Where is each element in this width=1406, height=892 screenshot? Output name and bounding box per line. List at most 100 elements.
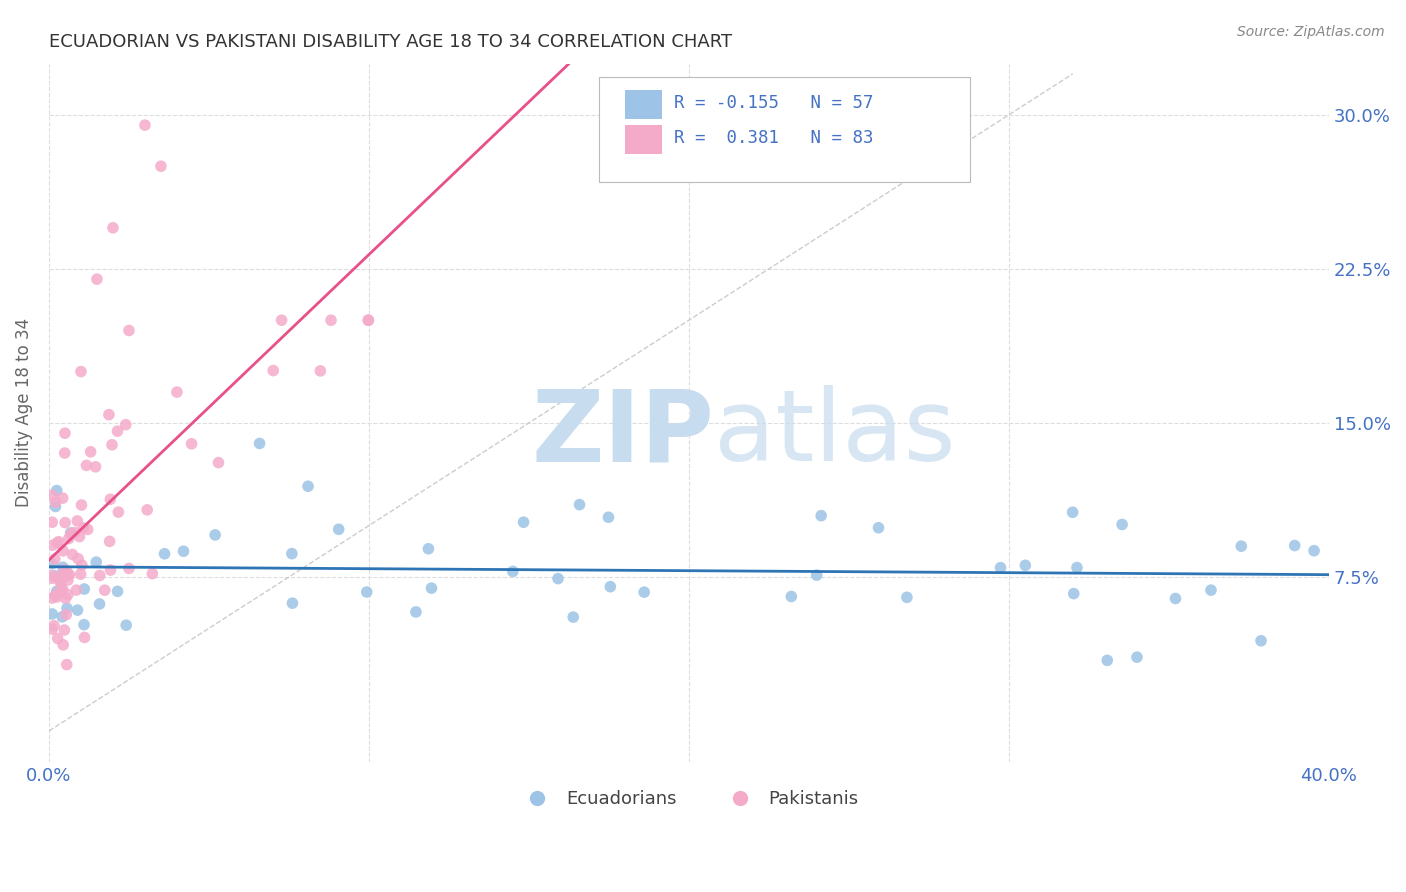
- Point: [58, 532, 80, 546]
- Point: [41, 557, 63, 571]
- Point: [309, 364, 332, 378]
- Point: [98, 492, 121, 507]
- Point: [49, 571, 72, 585]
- Point: [52, 582, 75, 596]
- Point: [44, 569, 66, 583]
- Point: [1250, 633, 1272, 648]
- Point: [98, 534, 121, 549]
- Point: [73, 631, 96, 645]
- Point: [46, 590, 69, 604]
- Point: [136, 503, 159, 517]
- Point: [319, 313, 342, 327]
- Point: [41, 607, 63, 621]
- Point: [69, 530, 91, 544]
- Point: [49, 576, 72, 591]
- Point: [46, 632, 69, 646]
- Point: [89, 568, 111, 582]
- Point: [56, 588, 79, 602]
- Point: [53, 426, 76, 441]
- Point: [134, 118, 156, 132]
- Point: [405, 605, 427, 619]
- Point: [547, 572, 569, 586]
- Point: [114, 417, 136, 432]
- Point: [328, 522, 350, 536]
- Point: [65, 583, 87, 598]
- Point: [1199, 583, 1222, 598]
- Point: [118, 561, 141, 575]
- Point: [141, 566, 163, 581]
- Point: [89, 597, 111, 611]
- Point: [56, 573, 79, 587]
- Point: [75, 458, 97, 473]
- Point: [67, 551, 90, 566]
- Point: [79, 444, 101, 458]
- Point: [1062, 505, 1084, 519]
- Point: [56, 601, 79, 615]
- Point: [270, 313, 292, 327]
- Point: [76, 523, 98, 537]
- Point: [44, 589, 66, 603]
- Point: [52, 544, 75, 558]
- Point: [53, 516, 76, 530]
- Point: [84, 459, 107, 474]
- Text: atlas: atlas: [714, 385, 956, 482]
- Point: [52, 638, 75, 652]
- Point: [297, 479, 319, 493]
- Text: Source: ZipAtlas.com: Source: ZipAtlas.com: [1237, 25, 1385, 39]
- Text: R = -0.155   N = 57: R = -0.155 N = 57: [673, 95, 873, 112]
- Point: [810, 508, 832, 523]
- Point: [41, 515, 63, 529]
- Point: [62, 548, 84, 562]
- Point: [73, 617, 96, 632]
- Point: [45, 483, 67, 498]
- Point: [70, 498, 93, 512]
- Point: [249, 436, 271, 450]
- Point: [41, 591, 63, 605]
- Text: ECUADORIAN VS PAKISTANI DISABILITY AGE 18 TO 34 CORRELATION CHART: ECUADORIAN VS PAKISTANI DISABILITY AGE 1…: [49, 33, 733, 51]
- Point: [48, 534, 70, 549]
- Point: [86, 272, 108, 286]
- Point: [69, 567, 91, 582]
- Point: [52, 570, 75, 584]
- Point: [1164, 591, 1187, 606]
- Y-axis label: Disability Age 18 to 34: Disability Age 18 to 34: [15, 318, 32, 508]
- Point: [1284, 539, 1306, 553]
- Point: [63, 525, 86, 540]
- Point: [72, 521, 94, 535]
- Point: [70, 558, 93, 572]
- Point: [42, 618, 65, 632]
- Point: [55, 657, 77, 672]
- FancyBboxPatch shape: [624, 90, 662, 120]
- Point: [107, 505, 129, 519]
- Point: [49, 569, 72, 583]
- Point: [41, 571, 63, 585]
- Point: [599, 580, 621, 594]
- Point: [1303, 543, 1326, 558]
- Point: [94, 583, 117, 598]
- Point: [281, 596, 304, 610]
- Point: [633, 585, 655, 599]
- Point: [53, 446, 76, 460]
- Text: R =  0.381   N = 83: R = 0.381 N = 83: [673, 129, 873, 147]
- Point: [107, 584, 129, 599]
- Point: [49, 582, 72, 596]
- Point: [1126, 650, 1149, 665]
- Point: [262, 363, 284, 377]
- Point: [53, 623, 76, 637]
- Point: [66, 603, 89, 617]
- FancyBboxPatch shape: [624, 125, 662, 154]
- Point: [84, 555, 107, 569]
- Point: [1066, 560, 1088, 574]
- Point: [896, 591, 918, 605]
- Point: [115, 618, 138, 632]
- Point: [281, 547, 304, 561]
- Point: [1111, 517, 1133, 532]
- Point: [418, 541, 440, 556]
- Point: [101, 438, 124, 452]
- Point: [1063, 586, 1085, 600]
- Point: [357, 313, 380, 327]
- Point: [97, 408, 120, 422]
- Point: [51, 609, 73, 624]
- Point: [45, 495, 67, 509]
- Point: [420, 581, 443, 595]
